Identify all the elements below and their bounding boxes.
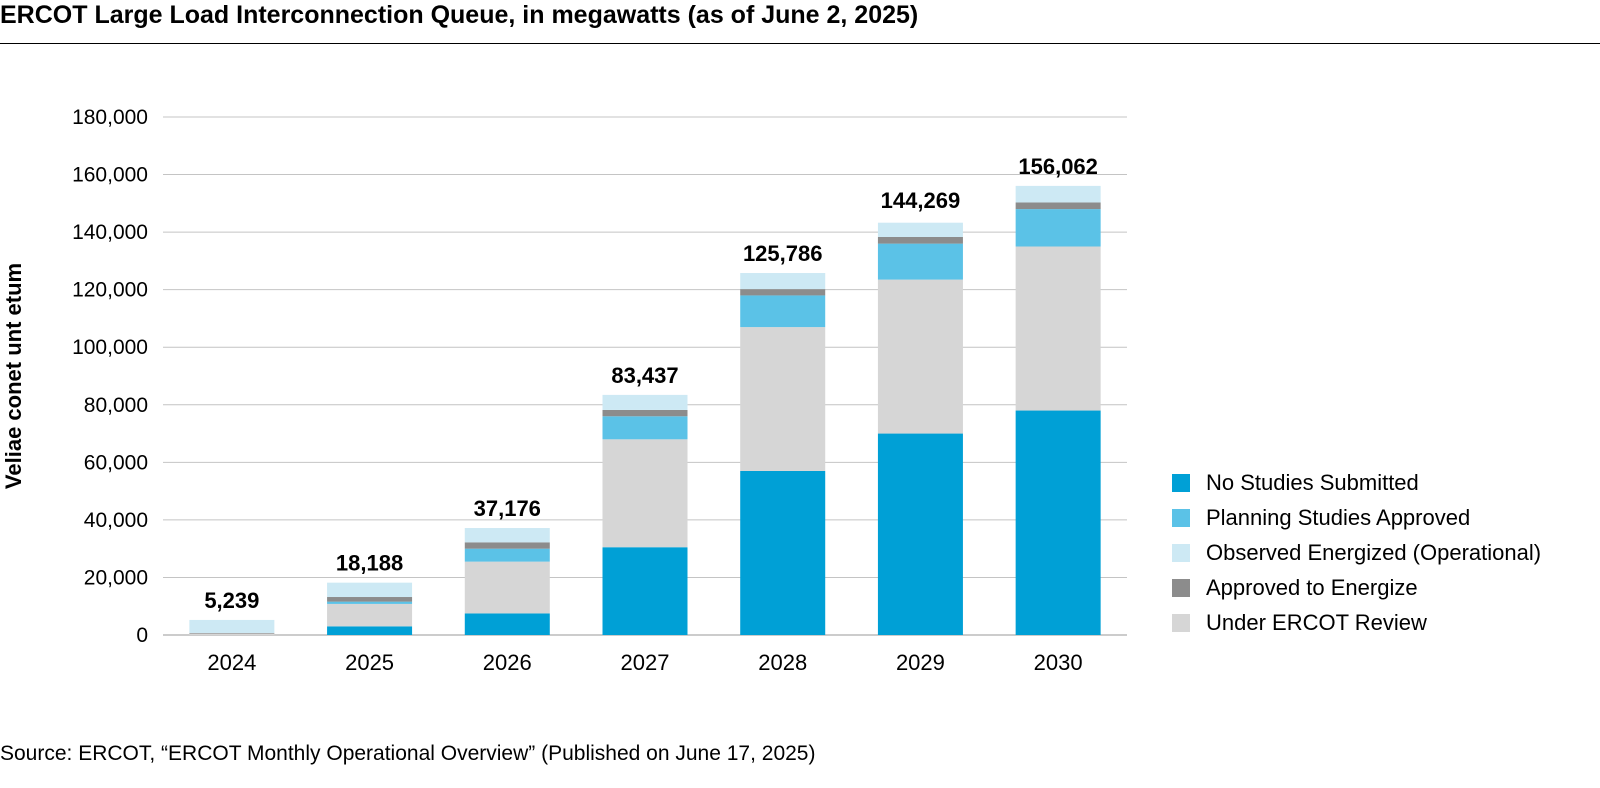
bar-segment-planning-studies-approved (877, 243, 963, 280)
legend-item: Under ERCOT Review (1172, 605, 1541, 640)
legend-item: Observed Energized (Operational) (1172, 535, 1541, 570)
bar-segment-observed-energized-operational (740, 273, 826, 290)
legend-label: Under ERCOT Review (1206, 609, 1427, 635)
bar-segment-approved-to-energize (464, 542, 550, 549)
y-tick-label: 80,000 (84, 394, 148, 417)
legend-label: Planning Studies Approved (1206, 504, 1471, 530)
y-tick-label: 20,000 (84, 566, 148, 589)
bar-segment-approved-to-energize (602, 409, 688, 417)
x-tick-label: 2030 (1034, 650, 1083, 675)
total-label: 83,437 (611, 363, 678, 388)
y-axis-title: Veliae conet unt etum (1, 263, 26, 489)
legend-swatch (1172, 613, 1190, 632)
x-tick-label: 2029 (896, 650, 945, 675)
bar-segment-under-ercot-review (602, 439, 688, 548)
bar-segment-planning-studies-approved (464, 548, 550, 562)
bar-segment-approved-to-energize (877, 237, 963, 244)
legend-swatch (1172, 473, 1190, 492)
stacked-bar-chart: 0 20,000 40,000 60,000 80,000 100,000 120,000 1… (1, 106, 1127, 675)
legend-label: Observed Energized (Operational) (1206, 539, 1542, 565)
bar-segment-no-studies-submitted (327, 626, 413, 635)
bar-segment-no-studies-submitted (602, 547, 688, 635)
chart-legend: No Studies Submitted Planning Studies App… (1172, 465, 1541, 640)
total-label: 37,176 (474, 496, 541, 521)
bar-segment-under-ercot-review (464, 561, 550, 614)
y-tick-label: 0 (136, 624, 148, 647)
legend-swatch (1172, 543, 1190, 562)
bar-segment-planning-studies-approved (327, 601, 413, 604)
legend-item: Planning Studies Approved (1172, 500, 1541, 535)
bar-segment-observed-energized-operational (602, 394, 688, 410)
source-note: Source: ERCOT, “ERCOT Monthly Operationa… (0, 742, 816, 765)
bar-segment-no-studies-submitted (877, 433, 963, 635)
x-tick-label: 2028 (758, 650, 807, 675)
bar-segment-observed-energized-operational (327, 582, 413, 598)
y-tick-label: 40,000 (84, 509, 148, 532)
y-tick-label: 140,000 (72, 221, 148, 244)
bar-segment-observed-energized-operational (1015, 185, 1101, 203)
x-tick-label: 2024 (207, 650, 256, 675)
bar-segment-no-studies-submitted (464, 613, 550, 635)
x-tick-label: 2025 (345, 650, 394, 675)
legend-label: Approved to Energize (1206, 574, 1418, 600)
bar-segment-approved-to-energize (189, 632, 275, 634)
bar-segment-planning-studies-approved (740, 295, 826, 328)
total-label: 18,188 (336, 551, 403, 576)
bar-segment-under-ercot-review (189, 633, 275, 635)
bar-segment-observed-energized-operational (877, 222, 963, 238)
total-label: 5,239 (204, 588, 259, 613)
total-label: 125,786 (743, 241, 823, 266)
bar-segment-under-ercot-review (327, 603, 413, 627)
bar-segment-under-ercot-review (877, 279, 963, 434)
y-tick-label: 100,000 (72, 336, 148, 359)
bar-segment-approved-to-energize (1015, 202, 1101, 210)
bar-segment-no-studies-submitted (740, 470, 826, 635)
y-tick-label: 60,000 (84, 451, 148, 474)
x-tick-label: 2027 (621, 650, 670, 675)
y-tick-label: 160,000 (72, 164, 148, 187)
title-rule (0, 43, 1600, 44)
bar-segment-observed-energized-operational (464, 528, 550, 543)
legend-swatch (1172, 578, 1190, 597)
legend-label: No Studies Submitted (1206, 469, 1419, 495)
legend-item: No Studies Submitted (1172, 465, 1541, 500)
bar-segment-approved-to-energize (327, 597, 413, 602)
bar-segment-approved-to-energize (740, 289, 826, 296)
bar-segment-observed-energized-operational (189, 619, 275, 633)
legend-swatch (1172, 508, 1190, 527)
bar-segment-planning-studies-approved (602, 416, 688, 440)
y-tick-label: 120,000 (72, 279, 148, 302)
y-tick-label: 180,000 (72, 106, 148, 129)
total-label: 156,062 (1018, 154, 1098, 179)
x-tick-label: 2026 (483, 650, 532, 675)
chart-title: ERCOT Large Load Interconnection Queue, … (0, 1, 919, 29)
bar-segment-under-ercot-review (740, 327, 826, 471)
legend-item: Approved to Energize (1172, 570, 1541, 605)
bar-segment-planning-studies-approved (1015, 209, 1101, 247)
bar-segment-under-ercot-review (1015, 246, 1101, 411)
bar-segment-no-studies-submitted (1015, 410, 1101, 635)
total-label: 144,269 (881, 188, 961, 213)
